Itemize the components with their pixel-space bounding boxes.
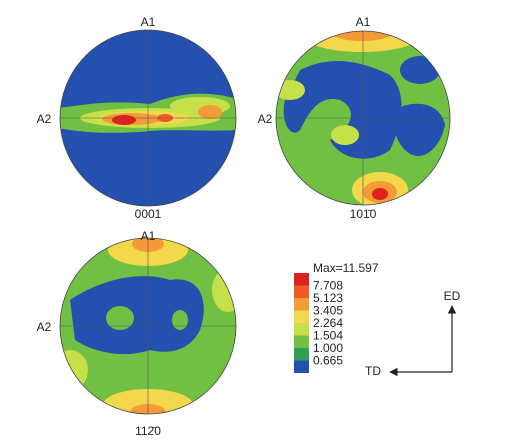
contour bbox=[276, 80, 305, 100]
legend-level: 2.264 bbox=[313, 316, 343, 330]
contour bbox=[332, 31, 392, 41]
contour bbox=[372, 188, 388, 200]
contour bbox=[112, 115, 136, 125]
a2-label: A2 bbox=[37, 320, 52, 334]
legend-swatch bbox=[294, 273, 309, 286]
legend-swatch bbox=[294, 298, 309, 311]
plane-label: 101̄0 bbox=[350, 207, 377, 221]
contour bbox=[331, 125, 359, 145]
contour bbox=[172, 310, 188, 330]
ed-label: ED bbox=[444, 289, 461, 303]
legend-level: 5.123 bbox=[313, 291, 343, 305]
plane-label: 0001 bbox=[135, 207, 162, 221]
a1-label: A1 bbox=[141, 229, 156, 243]
legend-level: 0.665 bbox=[313, 354, 343, 368]
legend: Max=11.597 7.7085.1233.4052.2641.5041.000… bbox=[294, 261, 379, 373]
contour bbox=[393, 103, 445, 156]
legend-swatch bbox=[294, 335, 309, 348]
contour bbox=[60, 350, 88, 390]
contour bbox=[106, 306, 134, 330]
legend-swatch bbox=[294, 285, 309, 298]
td-label: TD bbox=[365, 364, 381, 378]
plane-label: 112̄0 bbox=[135, 424, 161, 438]
pole-figure-1120 bbox=[60, 238, 236, 414]
contour bbox=[400, 56, 440, 84]
legend-level: 3.405 bbox=[313, 304, 343, 318]
contour bbox=[198, 105, 222, 119]
pole-figure-0001 bbox=[60, 30, 236, 206]
legend-swatch bbox=[294, 360, 309, 373]
legend-level: 1.504 bbox=[313, 329, 343, 343]
pole-figure-1010 bbox=[276, 31, 450, 205]
a2-label: A2 bbox=[37, 112, 52, 126]
contour bbox=[70, 276, 204, 355]
a2-label: A2 bbox=[258, 112, 273, 126]
legend-level: 7.708 bbox=[313, 279, 343, 293]
a1-label: A1 bbox=[141, 15, 156, 29]
legend-max: Max=11.597 bbox=[313, 261, 379, 275]
legend-swatch bbox=[294, 323, 309, 336]
a1-label: A1 bbox=[356, 15, 371, 29]
legend-swatch bbox=[294, 348, 309, 361]
legend-level: 1.000 bbox=[313, 341, 343, 355]
contour bbox=[283, 60, 402, 159]
legend-swatch bbox=[294, 310, 309, 323]
